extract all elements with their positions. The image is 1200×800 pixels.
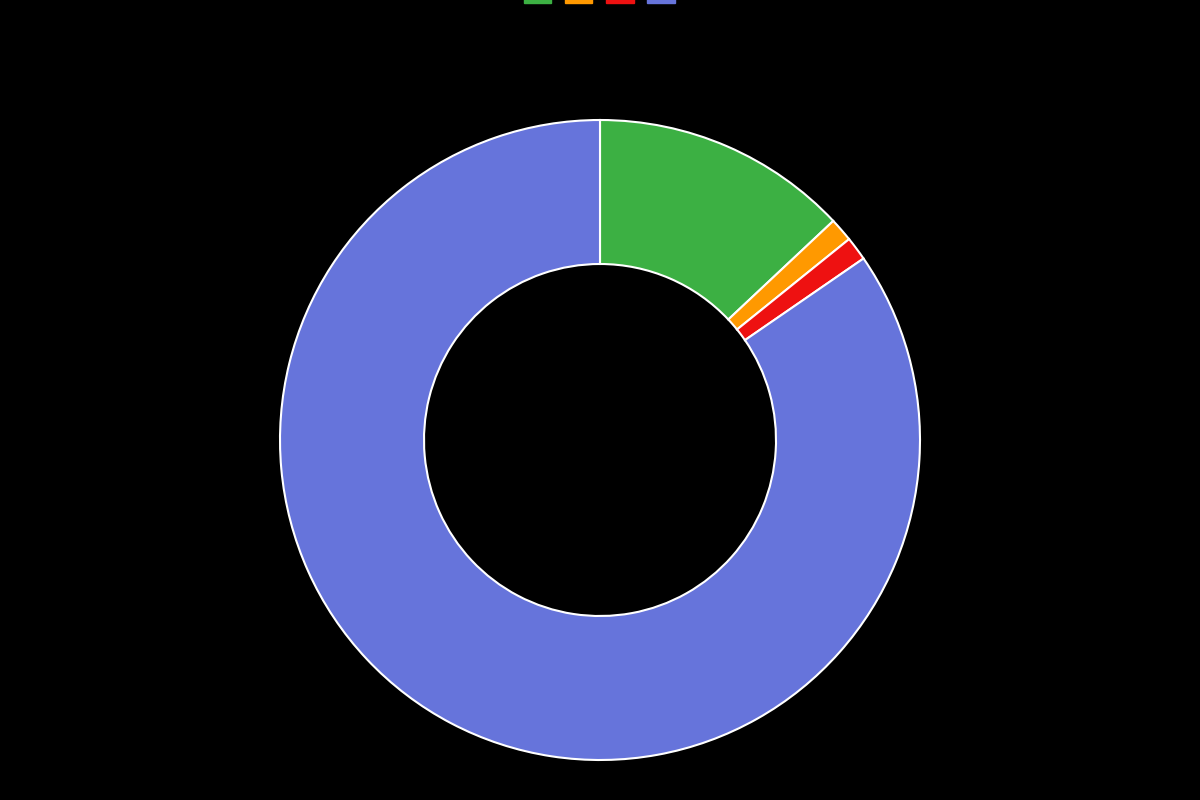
Wedge shape xyxy=(600,120,833,319)
Wedge shape xyxy=(737,239,864,340)
Wedge shape xyxy=(728,221,850,330)
Wedge shape xyxy=(280,120,920,760)
Legend: , , , : , , , xyxy=(517,0,683,11)
